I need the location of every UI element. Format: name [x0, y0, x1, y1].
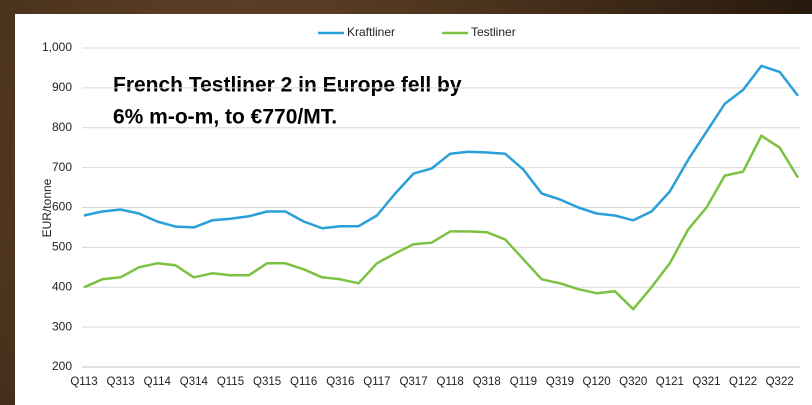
legend-label: Kraftliner: [347, 25, 395, 39]
series-line: [83, 134, 800, 311]
x-tick-label: Q116: [290, 376, 317, 388]
x-tick-label: Q321: [692, 376, 720, 388]
y-axis-title: EUR/tonne: [40, 178, 54, 237]
x-tick-label: Q117: [363, 376, 390, 388]
x-tick-label: Q318: [473, 376, 501, 388]
y-tick-label: 600: [52, 200, 72, 214]
y-tick-label: 900: [52, 80, 72, 94]
y-tick-label: 500: [52, 240, 72, 254]
x-tick-label: Q119: [510, 376, 537, 388]
y-tick-label: 200: [52, 359, 72, 373]
y-tick-label: 400: [52, 279, 72, 293]
x-tick-label: Q315: [253, 376, 281, 388]
x-tick-label: Q121: [656, 376, 684, 388]
annotation: French Testliner 2 in Europe fell by: [113, 74, 462, 97]
y-tick-label: 1,000: [42, 40, 72, 54]
x-tick-label: Q118: [437, 376, 464, 388]
x-tick-label: Q115: [217, 376, 244, 388]
x-tick-label: Q122: [729, 376, 757, 388]
x-tick-label: Q319: [546, 376, 574, 388]
y-tick-label: 700: [52, 160, 72, 174]
x-tick-label: Q317: [399, 376, 427, 388]
x-tick-label: Q120: [583, 376, 611, 388]
x-tick-label: Q316: [326, 376, 354, 388]
x-tick-label: Q114: [144, 376, 172, 388]
x-tick-label: Q313: [107, 376, 135, 388]
legend-label: Testliner: [471, 25, 516, 39]
x-tick-label: Q314: [180, 376, 209, 388]
chart-panel: [15, 14, 812, 405]
x-tick-label: Q320: [619, 376, 647, 388]
series-line: [83, 64, 799, 230]
x-tick-label: Q113: [70, 376, 97, 388]
y-tick-label: 800: [52, 120, 72, 134]
y-tick-label: 300: [52, 319, 72, 333]
x-tick-label: Q322: [766, 376, 794, 388]
annotation: 6% m-o-m, to €770/MT.: [113, 106, 337, 129]
